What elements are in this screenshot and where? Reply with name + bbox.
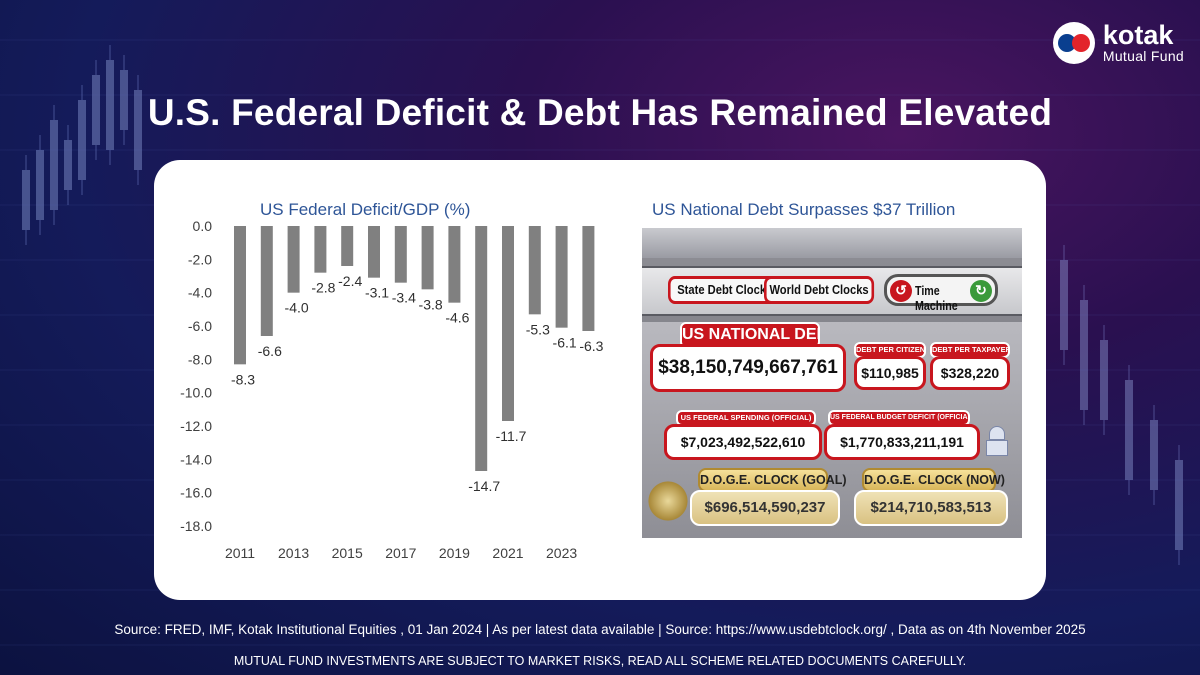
bar <box>234 226 246 365</box>
kotak-logo: kotak Mutual Fund <box>1052 20 1184 64</box>
bar-data-label: -2.4 <box>338 273 362 289</box>
bg-candle <box>120 55 128 145</box>
brand-name: kotak <box>1102 20 1174 50</box>
chart-title: US Federal Deficit/GDP (%) <box>260 200 471 219</box>
bar <box>314 226 327 273</box>
bg-candle <box>106 45 114 165</box>
y-tick-label: 0.0 <box>193 218 213 234</box>
federal-spending-value: $7,023,492,522,610 <box>664 424 822 460</box>
state-debt-clocks-button: State Debt Clocks <box>668 276 782 304</box>
doge-goal-value: $696,514,590,237 <box>690 490 840 526</box>
bar-data-label: -4.6 <box>445 310 469 326</box>
bar-data-label: -8.3 <box>231 371 255 387</box>
source-note: Source: FRED, IMF, Kotak Institutional E… <box>114 622 1086 637</box>
bg-candle <box>1150 405 1158 505</box>
y-tick-label: -2.0 <box>188 251 212 267</box>
disclaimer: MUTUAL FUND INVESTMENTS ARE SUBJECT TO M… <box>233 654 967 668</box>
debt-per-citizen-value: $110,985 <box>854 356 926 390</box>
bar <box>582 226 595 331</box>
time-machine-button: ↺ Time Machine ↻ <box>884 274 998 313</box>
debt-panel-title: US National Debt Surpasses $37 Trillion <box>652 200 956 219</box>
capitol-dome-icon <box>984 420 1010 460</box>
bar-data-label: -14.7 <box>468 478 500 494</box>
bar-data-label: -3.4 <box>392 290 416 306</box>
bar-data-label: -2.8 <box>311 280 335 296</box>
x-tick-label: 2019 <box>439 545 470 561</box>
rewind-icon: ↺ <box>890 280 912 302</box>
bar-data-label: -6.6 <box>258 343 282 359</box>
bar-data-label: -3.8 <box>419 296 443 312</box>
bar <box>394 226 407 283</box>
bg-candle <box>64 125 72 205</box>
time-machine-label: Time Machine <box>915 283 958 313</box>
bg-candle <box>1175 445 1183 565</box>
bar <box>555 226 568 328</box>
x-tick-label: 2017 <box>385 545 416 561</box>
bar-data-label: -11.7 <box>496 428 527 444</box>
bar <box>448 226 461 303</box>
bar <box>528 226 541 315</box>
x-tick-label: 2013 <box>278 545 309 561</box>
y-tick-label: -12.0 <box>180 418 212 434</box>
bar-data-label: -6.3 <box>579 338 603 354</box>
bg-candle <box>1100 325 1108 435</box>
doge-now-label: D.O.G.E. CLOCK (NOW) <box>862 468 1005 492</box>
bar <box>421 226 434 290</box>
x-tick-label: 2011 <box>225 545 255 561</box>
bg-candle <box>22 155 30 245</box>
bar <box>260 226 273 336</box>
page-title: U.S. Federal Deficit & Debt Has Remained… <box>147 92 1053 133</box>
bar <box>341 226 354 266</box>
bg-candle <box>1080 285 1088 425</box>
budget-deficit-value: $1,770,833,211,191 <box>824 424 980 460</box>
y-tick-label: -8.0 <box>188 351 212 367</box>
infinity-logo-icon <box>1052 22 1095 64</box>
x-tick-label: 2021 <box>492 545 523 561</box>
bar-data-label: -3.1 <box>365 285 389 301</box>
bg-candle <box>134 75 142 185</box>
debt-per-taxpayer-value: $328,220 <box>930 356 1010 390</box>
y-tick-label: -14.0 <box>180 451 212 467</box>
bar <box>502 226 514 421</box>
national-debt-value: $38,150,749,667,761 <box>650 344 846 392</box>
bg-candle <box>92 60 100 160</box>
bg-candle <box>78 85 86 195</box>
bg-candle <box>1060 245 1068 365</box>
debt-clock-screenshot: State Debt Clocks World Debt Clocks ↺ Ti… <box>642 228 1022 538</box>
y-tick-label: -10.0 <box>180 385 212 401</box>
deficit-bar-chart: 0.0 -2.0 -4.0 -6.0 -8.0 -10.0 -12.0 -14.0 -16.0 -… <box>180 218 604 561</box>
doge-goal-label: D.O.G.E. CLOCK (GOAL) <box>698 468 847 492</box>
world-debt-clocks-button: World Debt Clocks <box>764 276 875 304</box>
national-debt-label: US NATIONAL DEBT <box>680 322 820 348</box>
y-tick-label: -16.0 <box>180 485 212 501</box>
y-tick-label: -6.0 <box>188 318 212 334</box>
bar-data-label: -4.0 <box>285 300 309 316</box>
x-tick-label: 2015 <box>332 545 363 561</box>
x-tick-label: 2023 <box>546 545 577 561</box>
bar <box>368 226 380 278</box>
y-tick-label: -4.0 <box>188 285 212 301</box>
doge-seal-icon <box>648 476 688 526</box>
bar-data-label: -6.1 <box>553 335 577 351</box>
brand-subtitle: Mutual Fund <box>1102 48 1184 64</box>
doge-now-value: $214,710,583,513 <box>854 490 1008 526</box>
bar <box>287 226 300 293</box>
bg-candle <box>1125 365 1133 495</box>
y-tick-label: -18.0 <box>180 518 212 534</box>
bg-candle <box>36 135 44 235</box>
forward-icon: ↻ <box>970 280 992 302</box>
bg-candle <box>50 105 58 225</box>
bar-data-label: -5.3 <box>526 321 550 337</box>
bar <box>475 226 488 471</box>
